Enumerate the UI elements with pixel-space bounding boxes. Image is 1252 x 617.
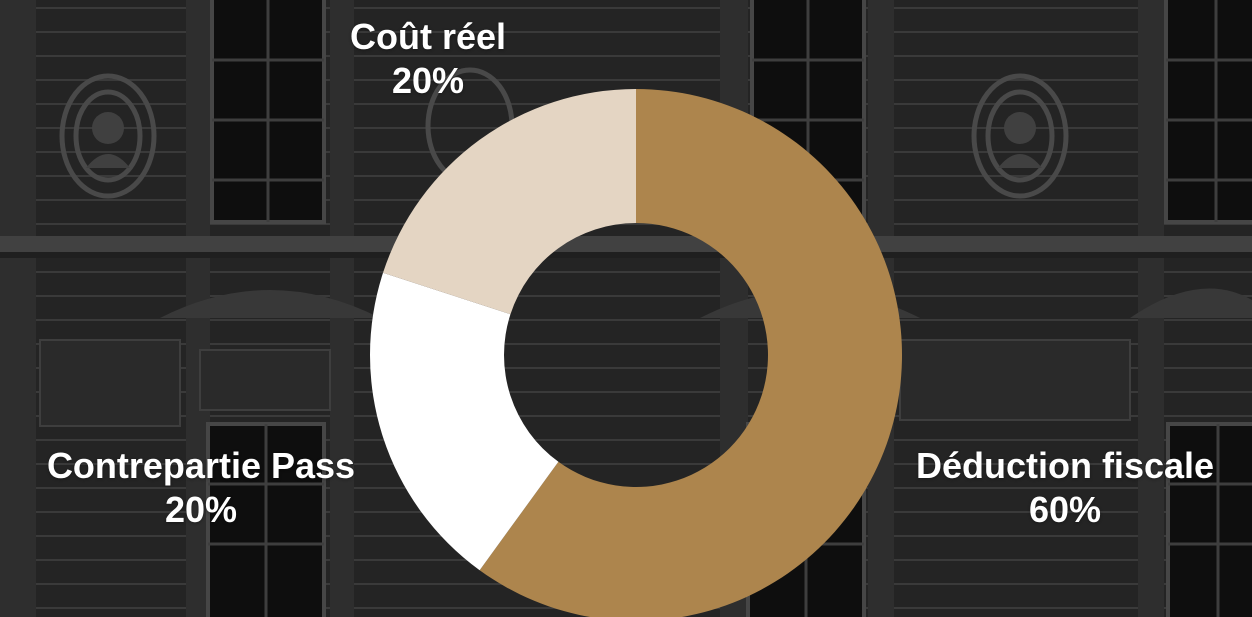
slice-label-name: Contrepartie Pass	[46, 445, 356, 486]
slice-label-value: 20%	[164, 489, 238, 530]
data-label-deduction-fiscale: Déduction fiscale 60%	[878, 444, 1252, 532]
data-label-contrepartie-pass: Contrepartie Pass 20%	[10, 444, 392, 532]
slice-label-value: 60%	[1028, 489, 1102, 530]
data-label-cout-reel: Coût réel 20%	[318, 15, 538, 103]
slice-deduction-fiscale	[479, 89, 902, 617]
slice-label-name: Coût réel	[349, 16, 507, 57]
slice-label-name: Déduction fiscale	[915, 445, 1215, 486]
slice-cout-reel	[383, 89, 636, 315]
slice-contrepartie-pass	[369, 272, 559, 571]
slice-label-value: 20%	[391, 60, 465, 101]
